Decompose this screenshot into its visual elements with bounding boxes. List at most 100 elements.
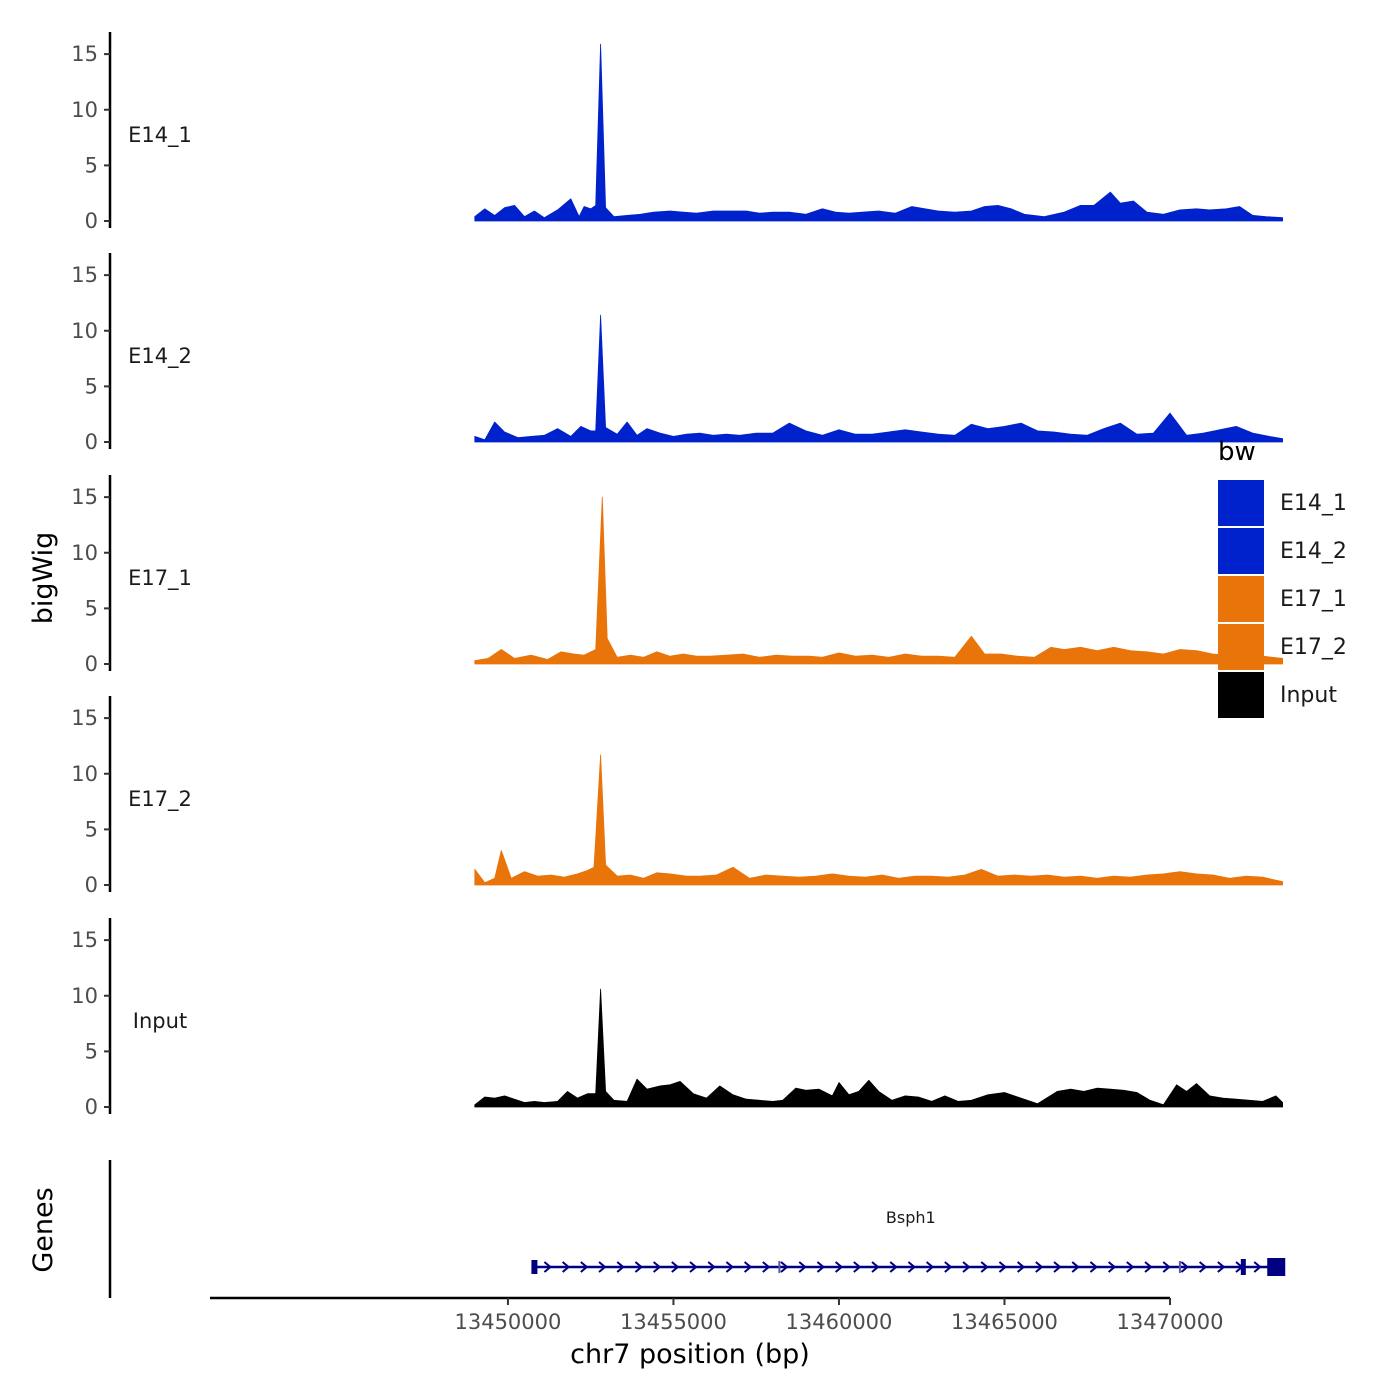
strand-arrow (907, 1261, 916, 1273)
strand-arrow (871, 1261, 880, 1273)
strand-arrow (743, 1261, 753, 1273)
track-label: E14_2 (128, 344, 192, 369)
strand-arrow (1253, 1261, 1262, 1273)
strand-arrow (1053, 1261, 1062, 1273)
x-axis-title: chr7 position (bp) (570, 1339, 810, 1370)
exon (531, 1260, 538, 1274)
strand-arrow (652, 1261, 662, 1273)
signal-area (474, 43, 1283, 222)
track-e14-2: 0 5 10 15 E14_2 (71, 253, 1283, 454)
strand-arrow (1071, 1261, 1080, 1273)
strand-arrow (598, 1261, 607, 1273)
tracks-group: 0 5 10 15 E14_1 0 5 10 15 E14_2 0 5 10 15 E17_1 0 5 10 15 E… (71, 32, 1283, 1119)
track-e14-1: 0 5 10 15 E14_1 (71, 32, 1283, 233)
strand-arrow (707, 1261, 716, 1273)
legend-title: bw (1218, 437, 1256, 467)
strand-arrow (561, 1261, 571, 1273)
gene-bsph1: Bsph1 (531, 1208, 1286, 1276)
y-tick-label: 10 (71, 98, 98, 122)
strand-arrow (1144, 1261, 1153, 1273)
y-tick-label: 10 (71, 984, 98, 1008)
strand-arrow (689, 1261, 698, 1273)
track-label: E17_1 (128, 566, 192, 591)
gene-label: Bsph1 (886, 1208, 936, 1227)
strand-arrow (853, 1261, 862, 1273)
y-tick-label: 15 (71, 485, 98, 509)
strand-arrow (980, 1261, 989, 1273)
signal-area (474, 754, 1283, 886)
y-tick-label: 10 (71, 762, 98, 786)
legend-label: E17_2 (1280, 635, 1347, 660)
strand-arrow (798, 1261, 807, 1273)
strand-arrow (962, 1261, 971, 1273)
y-tick-label: 5 (85, 374, 98, 398)
y-tick-label: 5 (85, 596, 98, 620)
track-label: E17_2 (128, 787, 192, 812)
signal-area (474, 314, 1283, 443)
x-tick-label: 13460000 (786, 1310, 893, 1334)
strand-arrow (998, 1261, 1007, 1273)
exon (1240, 1259, 1246, 1275)
y-axis-title: bigWig (28, 532, 59, 625)
strand-arrow (671, 1261, 680, 1273)
track-e17-1: 0 5 10 15 E17_1 (71, 475, 1283, 676)
legend-label: Input (1280, 683, 1337, 708)
strand-arrow (634, 1261, 643, 1273)
y-tick-label: 0 (85, 1095, 98, 1119)
y-tick-label: 15 (71, 42, 98, 66)
legend-key (1218, 672, 1264, 718)
strand-arrow (762, 1261, 771, 1273)
legend-key (1218, 528, 1264, 574)
strand-arrow (580, 1261, 589, 1273)
legend-label: E17_1 (1280, 587, 1347, 612)
legend-key (1218, 624, 1264, 670)
legend-key (1218, 576, 1264, 622)
y-tick-label: 15 (71, 928, 98, 952)
y-tick-label: 15 (71, 263, 98, 287)
legend-key (1218, 480, 1264, 526)
y-tick-label: 15 (71, 706, 98, 730)
strand-arrow (1126, 1261, 1135, 1273)
genes-group: Bsph1 (108, 1160, 1286, 1298)
exon (1267, 1258, 1286, 1276)
strand-arrow (1198, 1261, 1208, 1273)
x-tick-label: 13450000 (454, 1310, 561, 1334)
x-tick-label: 13455000 (620, 1310, 727, 1334)
y-tick-label: 5 (85, 153, 98, 177)
strand-arrow (1035, 1261, 1044, 1273)
strand-arrow (1162, 1261, 1171, 1273)
strand-arrow (816, 1261, 825, 1273)
strand-arrow (889, 1261, 898, 1273)
y-tick-label: 0 (85, 209, 98, 233)
strand-arrow (543, 1261, 552, 1273)
strand-arrow (1180, 1261, 1189, 1273)
legend-label: E14_2 (1280, 539, 1347, 564)
y-tick-label: 10 (71, 541, 98, 565)
y-tick-label: 10 (71, 319, 98, 343)
strand-arrow (780, 1261, 789, 1273)
y-tick-label: 0 (85, 430, 98, 454)
legend-label: E14_1 (1280, 491, 1347, 516)
y-tick-label: 5 (85, 817, 98, 841)
y-tick-label: 5 (85, 1039, 98, 1063)
y-tick-label: 0 (85, 873, 98, 897)
strand-arrow (1089, 1261, 1098, 1273)
signal-area (474, 988, 1283, 1108)
strand-arrow (616, 1261, 625, 1273)
track-label: Input (133, 1009, 187, 1033)
track-label: E14_1 (128, 123, 192, 148)
signal-area (474, 496, 1283, 665)
x-tick-label: 13465000 (951, 1310, 1058, 1334)
exon (778, 1261, 781, 1273)
legend: bw E14_1 E14_2 E17_1 E17_2 Input (1218, 437, 1347, 718)
strand-arrow (944, 1261, 953, 1273)
strand-arrow (834, 1261, 844, 1273)
y-tick-label: 0 (85, 652, 98, 676)
genes-axis-title: Genes (28, 1187, 59, 1272)
x-axis: 13450000 13455000 13460000 13465000 13470000 (210, 1296, 1224, 1334)
strand-arrow (1016, 1261, 1026, 1273)
strand-arrow (1107, 1261, 1117, 1273)
x-tick-label: 13470000 (1117, 1310, 1224, 1334)
strand-arrow (725, 1261, 734, 1273)
